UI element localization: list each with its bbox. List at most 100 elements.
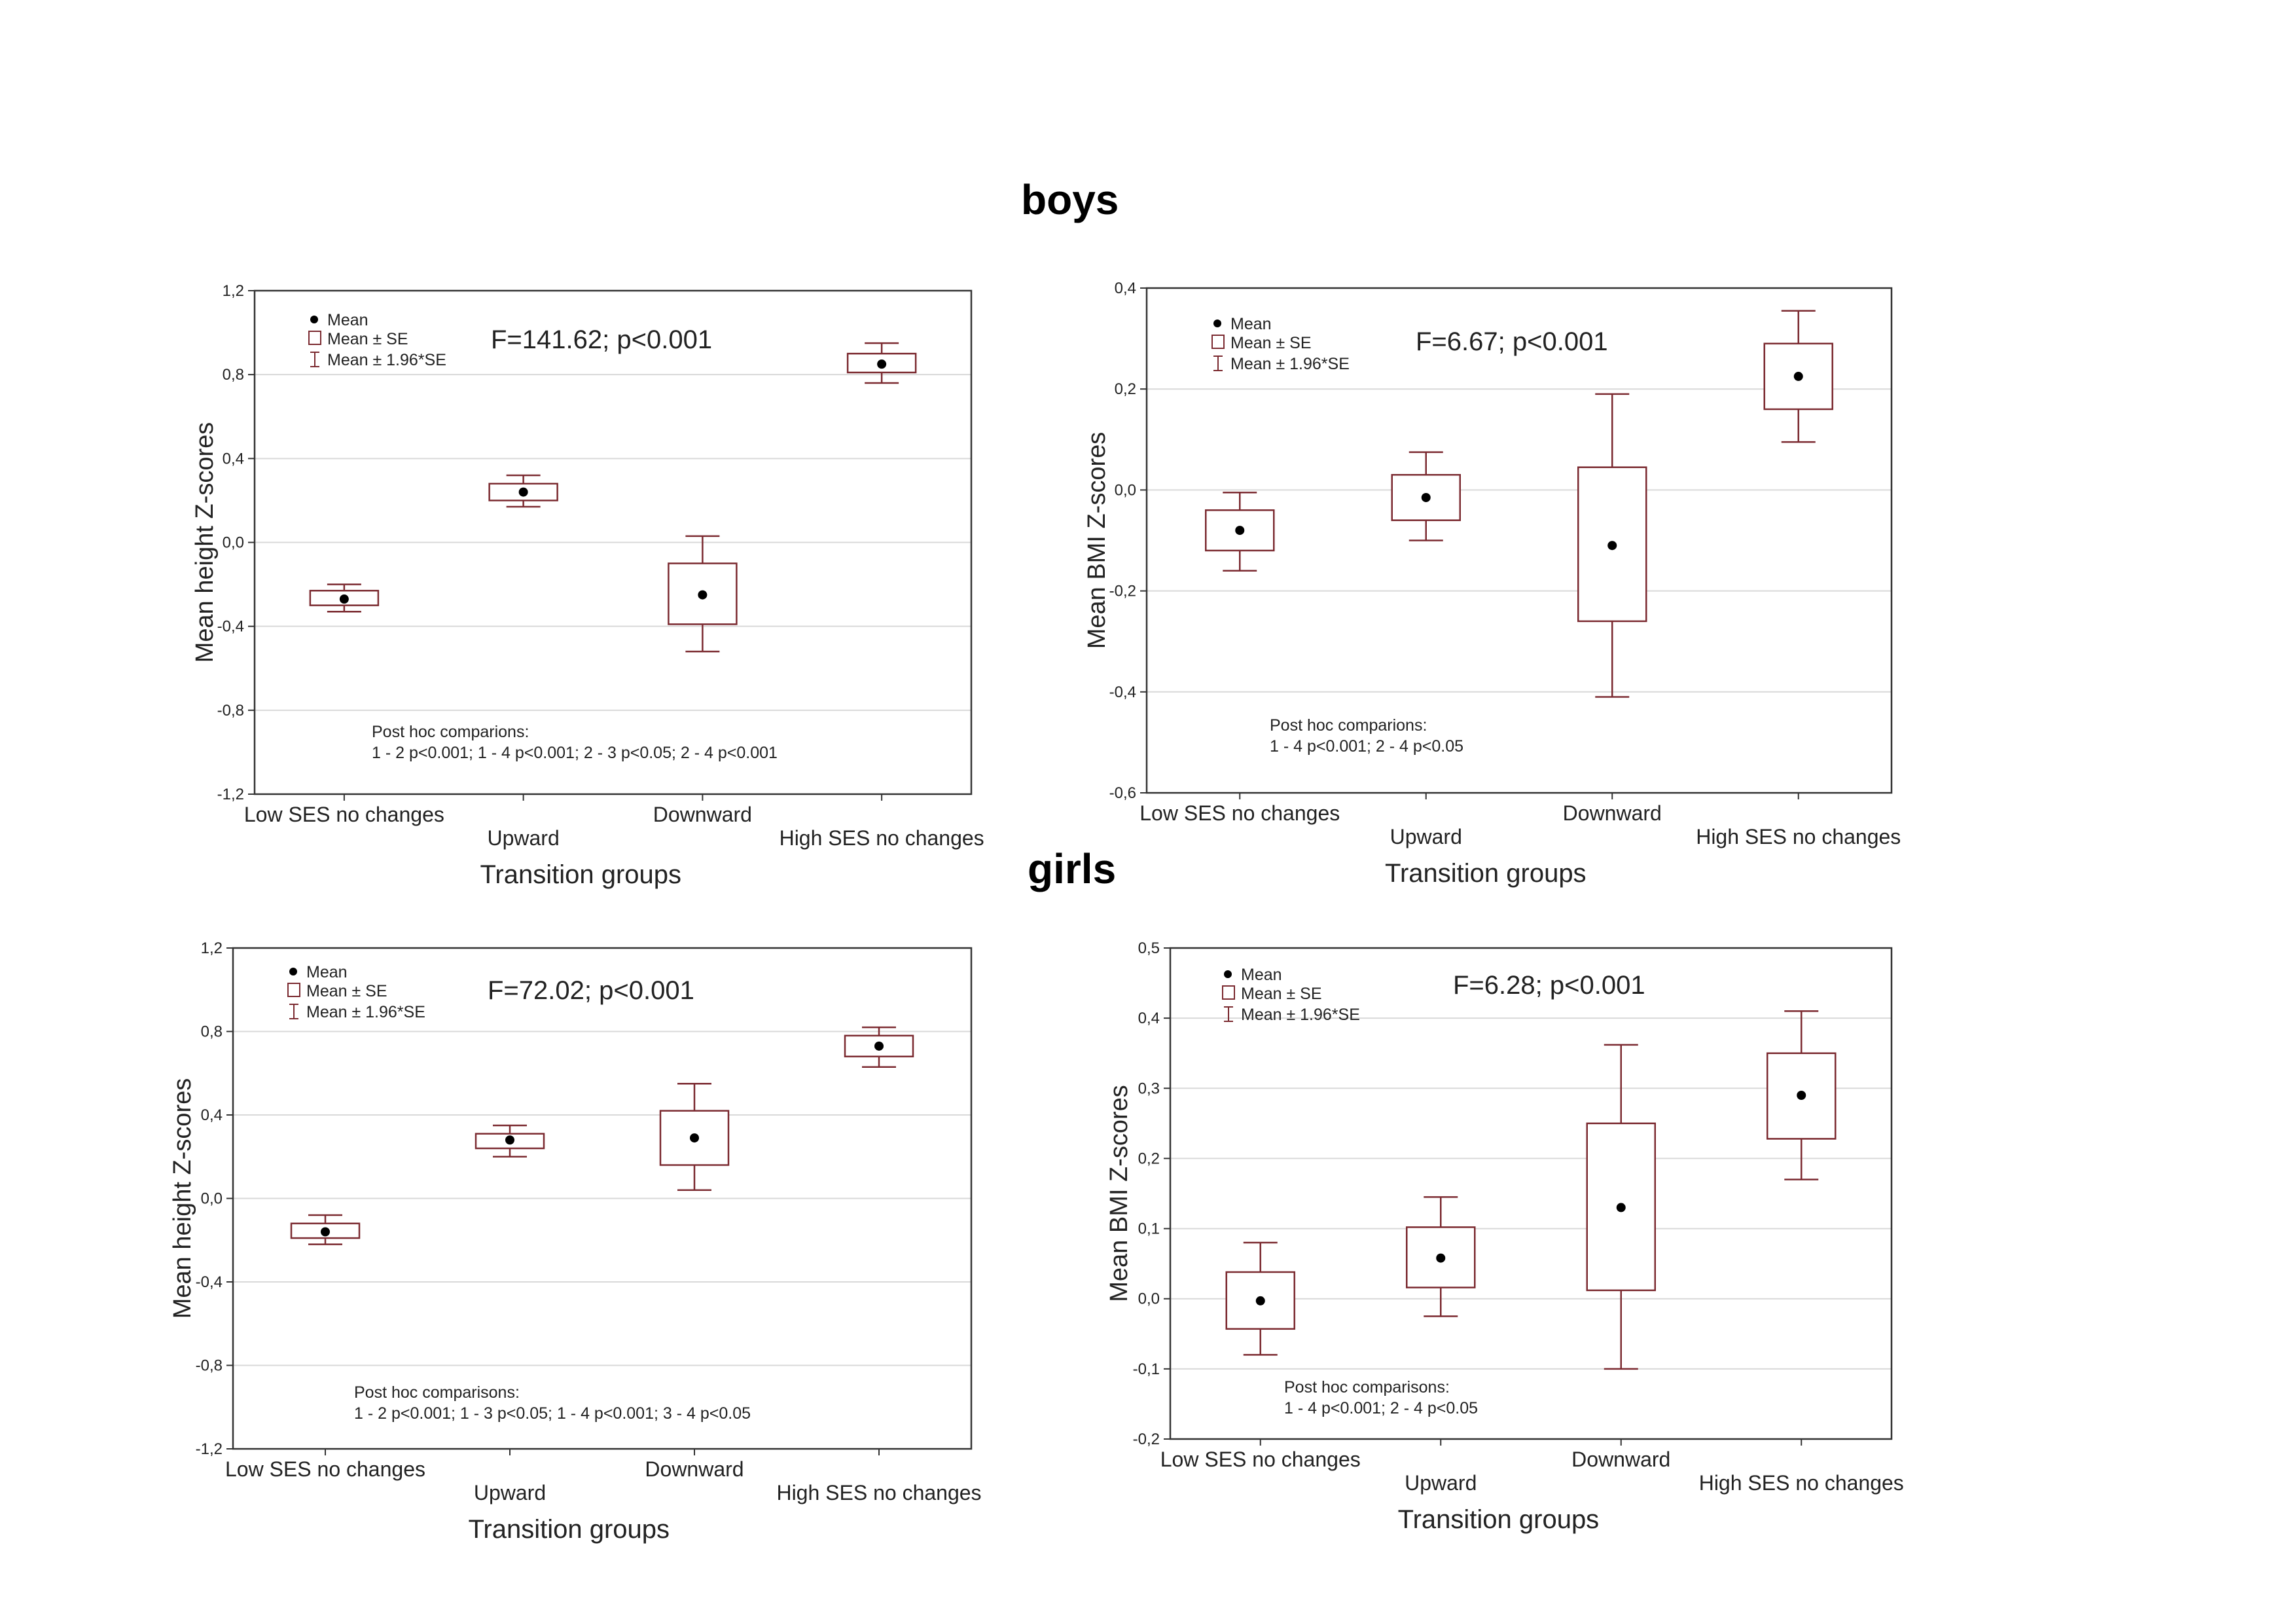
posthoc-text: 1 - 2 p<0.001; 1 - 4 p<0.001; 2 - 3 p<0.… [372,744,778,762]
posthoc-title: Post hoc comparisons: [1284,1378,1450,1396]
y-tick-label: 0,4 [1115,280,1136,297]
mean-point [1607,541,1617,551]
y-tick-label: 0,0 [1138,1290,1160,1308]
x-tick-label: High SES no changes [1696,825,1901,848]
x-axis-title: Transition groups [468,1515,670,1544]
legend-se-icon [287,983,300,997]
y-tick-label: 1,2 [201,939,223,957]
mean-point [518,487,528,497]
posthoc-title: Post hoc comparions: [1270,716,1427,735]
posthoc-text: 1 - 2 p<0.001; 1 - 3 p<0.05; 1 - 4 p<0.0… [354,1404,751,1423]
y-tick-label: -1,2 [217,786,244,803]
mean-point [1235,526,1245,536]
posthoc-title: Post hoc comparisons: [354,1383,520,1402]
stat-annotation: F=72.02; p<0.001 [488,976,694,1005]
y-tick-label: 0,5 [1138,939,1160,957]
x-tick-label: Low SES no changes [244,803,444,826]
y-tick-label: -0,2 [1133,1431,1160,1448]
stat-annotation: F=141.62; p<0.001 [491,325,712,354]
y-tick-label: 0,8 [223,366,244,384]
legend-mean-label: Mean [1241,966,1282,984]
mean-point [1421,492,1431,502]
mean-point [877,359,887,369]
plot-frame [1169,947,1893,1440]
x-tick-label: Low SES no changes [1160,1448,1361,1471]
x-axis-title: Transition groups [1385,859,1587,888]
x-tick-label: Upward [487,826,559,850]
legend-se-label: Mean ± SE [327,330,408,348]
x-tick-label: Downward [645,1457,744,1481]
mean-point [698,590,708,600]
y-tick-label: 1,2 [223,282,244,300]
x-tick-label: Upward [1390,825,1462,848]
y-axis-title: Mean height Z-scores [191,422,219,663]
x-tick-label: Low SES no changes [1139,801,1340,825]
legend-se-icon [1211,335,1225,349]
legend-se-label: Mean ± SE [1241,985,1322,1003]
mean-point [874,1041,884,1051]
legend-ci-label: Mean ± 1.96*SE [1241,1006,1360,1024]
y-tick-label: 0,3 [1138,1080,1160,1097]
legend-ci-label: Mean ± 1.96*SE [306,1003,425,1021]
legend-ci-label: Mean ± 1.96*SE [1230,355,1350,373]
x-axis-title: Transition groups [1398,1505,1600,1534]
y-tick-label: 0,0 [1115,481,1136,499]
se-box [844,1034,914,1057]
mean-point [1616,1203,1626,1213]
stat-annotation: F=6.67; p<0.001 [1416,327,1608,356]
x-tick-label: Upward [1405,1471,1477,1495]
y-tick-label: -0,4 [217,618,244,636]
legend-se-icon [308,331,321,345]
posthoc-text: 1 - 4 p<0.001; 2 - 4 p<0.05 [1270,737,1463,756]
plot-frame [232,947,973,1450]
y-tick-label: 0,4 [223,450,244,467]
x-tick-label: Downward [1571,1448,1670,1471]
plot-frame [253,289,973,795]
mean-point [1436,1253,1446,1263]
mean-point [690,1133,699,1143]
posthoc-title: Post hoc comparions: [372,723,529,741]
y-tick-label: 0,8 [201,1023,223,1041]
mean-point [1797,1091,1806,1100]
legend-se-label: Mean ± SE [306,982,387,1000]
mean-point [505,1135,514,1145]
legend-mean-label: Mean [1230,315,1272,333]
heading-boys: boys [1021,176,1119,223]
legend-se-label: Mean ± SE [1230,334,1312,352]
legend-mean-icon [310,316,318,323]
legend-mean-label: Mean [327,311,368,329]
x-tick-label: High SES no changes [776,1481,981,1504]
legend-mean-icon [1224,970,1232,978]
x-tick-label: Upward [474,1481,546,1504]
y-tick-label: -0,8 [196,1357,223,1375]
legend-se-icon [1222,985,1235,1000]
y-tick-label: 0,4 [1138,1010,1160,1027]
y-tick-label: -0,8 [217,702,244,720]
mean-point [321,1227,330,1237]
x-tick-label: High SES no changes [780,826,984,850]
x-tick-label: High SES no changes [1699,1471,1904,1495]
y-axis-title: Mean BMI Z-scores [1083,432,1111,649]
y-tick-label: 0,1 [1138,1220,1160,1238]
y-tick-label: -0,4 [1109,684,1136,701]
plot-frame [1145,287,1893,794]
legend-mean-label: Mean [306,963,348,981]
heading-girls: girls [1028,845,1117,892]
y-tick-label: 0,2 [1115,380,1136,398]
mean-point [339,594,349,604]
mean-point [1793,371,1803,381]
y-tick-label: 0,0 [223,534,244,552]
legend-ci-label: Mean ± 1.96*SE [327,351,446,369]
y-tick-label: -0,1 [1133,1360,1160,1378]
y-axis-title: Mean BMI Z-scores [1105,1085,1133,1302]
stat-annotation: F=6.28; p<0.001 [1453,971,1645,1000]
x-tick-label: Low SES no changes [225,1457,425,1481]
y-axis-title: Mean height Z-scores [169,1078,196,1319]
legend-mean-icon [289,968,297,976]
mean-point [1255,1296,1265,1305]
y-tick-label: 0,2 [1138,1150,1160,1167]
